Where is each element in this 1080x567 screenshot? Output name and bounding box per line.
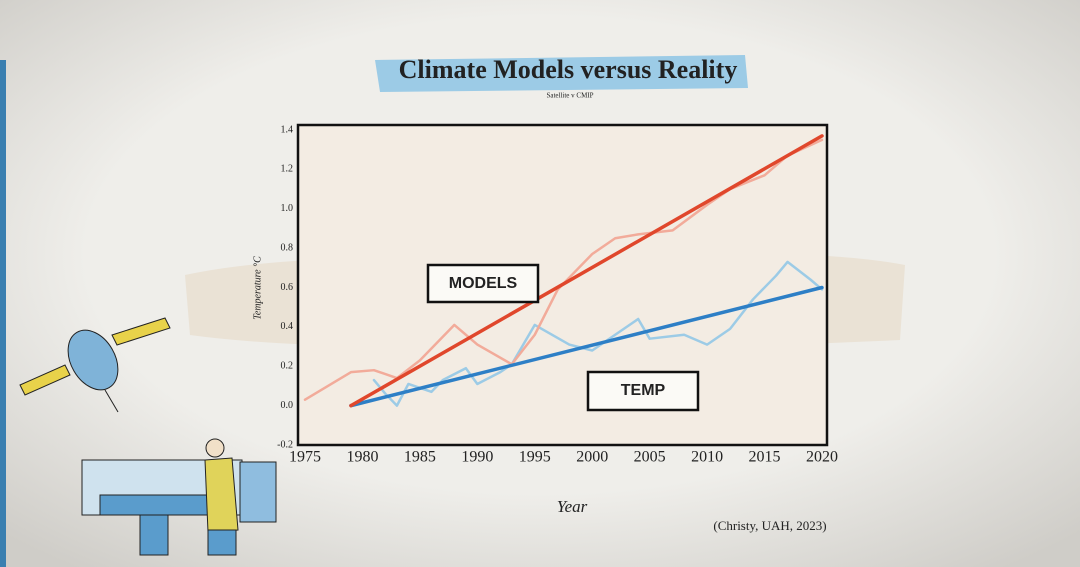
antenna bbox=[104, 389, 119, 413]
title-highlight bbox=[375, 55, 748, 92]
solar-panel bbox=[19, 364, 71, 396]
x-tick-label: 1980 bbox=[346, 449, 378, 466]
legs bbox=[207, 529, 237, 556]
label-box bbox=[426, 263, 540, 304]
series-label: MODELS bbox=[449, 275, 518, 292]
chart-subtitle: Satellite v CMIP bbox=[546, 92, 593, 100]
x-axis-label: Year bbox=[557, 497, 588, 516]
trend-line bbox=[349, 285, 824, 408]
trend-line bbox=[349, 134, 824, 408]
head bbox=[205, 438, 225, 458]
x-tick-label: 2020 bbox=[806, 449, 838, 466]
y-tick-label: 0.2 bbox=[281, 361, 294, 372]
temp-label-box: TEMP bbox=[586, 370, 700, 412]
x-tick-label: 2015 bbox=[749, 449, 781, 466]
satellite-illustration bbox=[19, 317, 171, 413]
x-tick-label: 2005 bbox=[634, 449, 666, 466]
series-label: TEMP bbox=[621, 382, 666, 399]
console-desk bbox=[99, 494, 211, 516]
lab-coat bbox=[204, 457, 239, 533]
models-label-box: MODELS bbox=[426, 263, 540, 304]
y-tick-label: 1.2 bbox=[281, 164, 294, 175]
y-tick-label: 0.4 bbox=[281, 321, 294, 332]
y-axis-label: Temperature °C bbox=[252, 256, 263, 320]
y-tick-label: 0.6 bbox=[281, 282, 294, 293]
source-note: (Christy, UAH, 2023) bbox=[713, 518, 826, 533]
plot-area: -0.2 0.0 0.2 0.4 0.6 0.8 1.0 1.2 1.4 1975 1980 1985… bbox=[277, 124, 838, 465]
edge-strip bbox=[0, 60, 6, 567]
solar-panel bbox=[111, 317, 171, 346]
x-tick-label: 1975 bbox=[289, 449, 321, 466]
x-tick-label: 1995 bbox=[519, 449, 551, 466]
console-leg bbox=[139, 514, 169, 556]
x-tick-label: 2010 bbox=[691, 449, 723, 466]
x-tick-label: 2000 bbox=[576, 449, 608, 466]
scientist-illustration bbox=[81, 438, 277, 556]
label-box bbox=[586, 370, 700, 412]
x-tick-label: 1990 bbox=[461, 449, 493, 466]
y-tick-label: -0.2 bbox=[277, 439, 293, 450]
x-tick-label: 1985 bbox=[404, 449, 436, 466]
y-tick-label: 0.8 bbox=[281, 242, 294, 253]
y-tick-label: 1.0 bbox=[281, 203, 294, 214]
cabinet bbox=[239, 461, 277, 523]
satellite-body bbox=[67, 329, 119, 391]
y-tick-label: 0.0 bbox=[281, 400, 294, 411]
chart-title: Climate Models versus Reality bbox=[399, 55, 738, 84]
y-tick-label: 1.4 bbox=[281, 124, 294, 135]
